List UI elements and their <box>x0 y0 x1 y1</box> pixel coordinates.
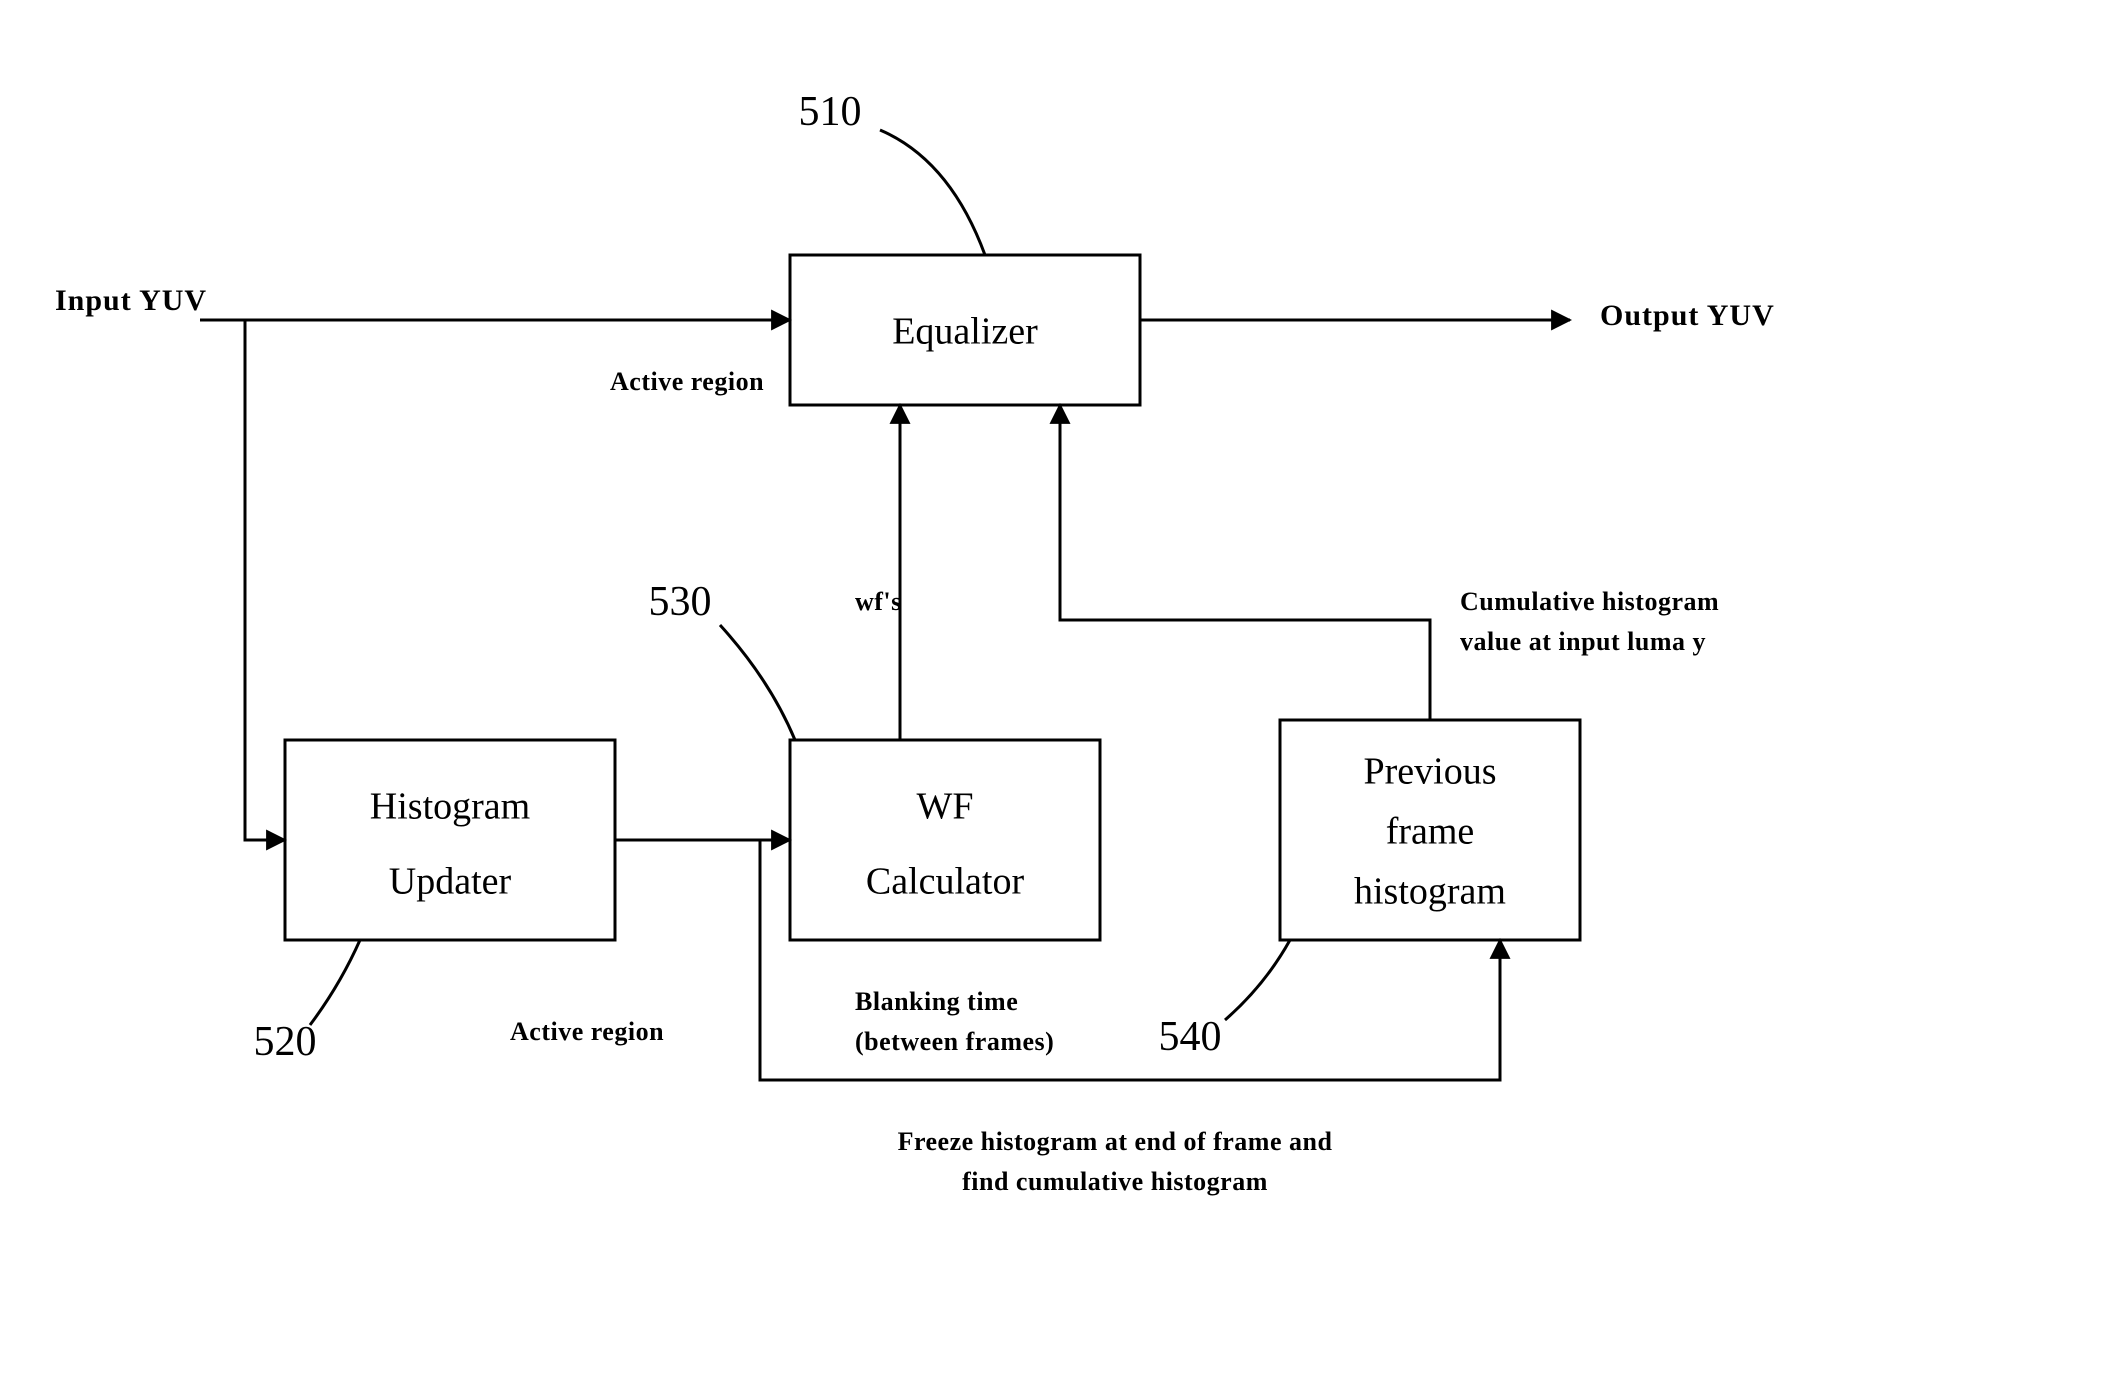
wf-calculator-label2: Calculator <box>866 861 1025 903</box>
input-yuv-label: Input YUV <box>55 284 207 317</box>
prev-frame-histogram-label1: Previous <box>1364 751 1497 793</box>
wire-prevhist-to-equalizer <box>1060 405 1430 720</box>
leader-510 <box>880 130 985 255</box>
note-wfs: wf's <box>855 587 902 616</box>
note-freeze2: find cumulative histogram <box>962 1167 1268 1196</box>
note-active-region-hist: Active region <box>510 1017 664 1046</box>
equalizer-label: Equalizer <box>892 311 1038 353</box>
note-active-region-equalizer: Active region <box>610 367 764 396</box>
histogram-updater-box <box>285 740 615 940</box>
histogram-updater-label2: Updater <box>389 861 512 903</box>
wf-calculator-label: WF <box>917 786 974 828</box>
ref-530: 530 <box>649 579 712 625</box>
prev-frame-histogram-label3: histogram <box>1354 871 1506 913</box>
wire-branch-to-histogram-updater <box>245 320 285 840</box>
ref-540: 540 <box>1159 1014 1222 1060</box>
output-yuv-label: Output YUV <box>1600 299 1775 332</box>
leader-540 <box>1225 940 1290 1020</box>
ref-520: 520 <box>254 1019 317 1065</box>
histogram-updater-label: Histogram <box>370 786 530 828</box>
note-freeze1: Freeze histogram at end of frame and <box>898 1127 1333 1156</box>
ref-510: 510 <box>799 89 862 135</box>
leader-520 <box>310 940 360 1025</box>
prev-frame-histogram-label2: frame <box>1386 811 1475 853</box>
note-blanking-time: Blanking time <box>855 987 1018 1016</box>
note-cumulative1: Cumulative histogram <box>1460 587 1719 616</box>
note-cumulative2: value at input luma y <box>1460 627 1706 656</box>
leader-530 <box>720 625 795 740</box>
wf-calculator-box <box>790 740 1100 940</box>
note-blanking-time2: (between frames) <box>855 1027 1054 1056</box>
